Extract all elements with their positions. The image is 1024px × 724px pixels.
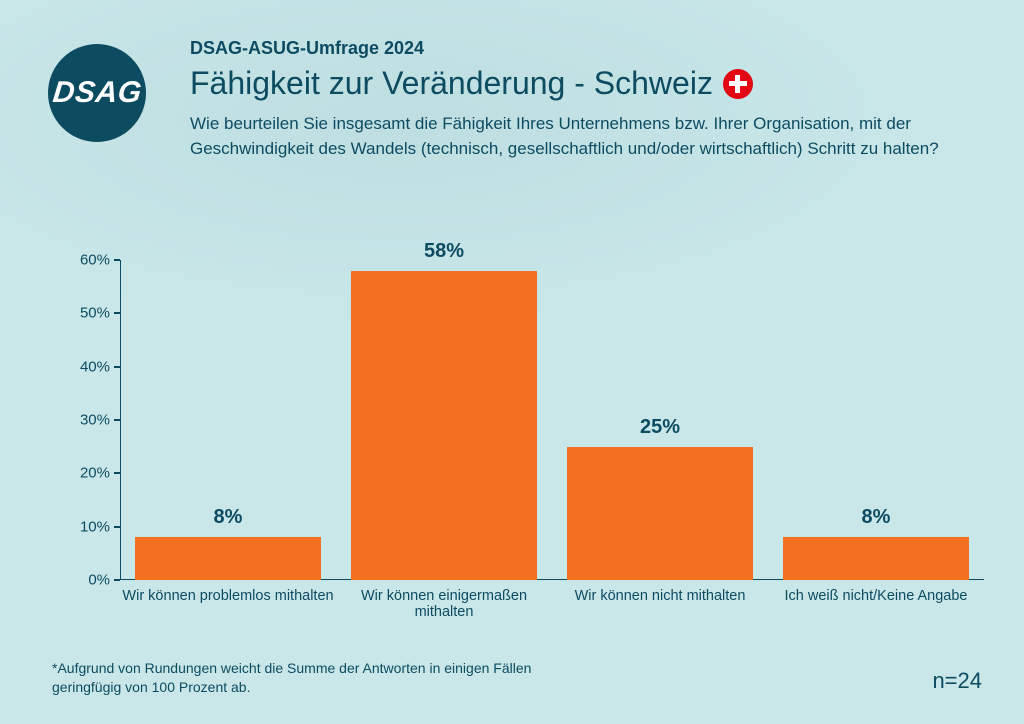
header: DSAG-ASUG-Umfrage 2024 Fähigkeit zur Ver… xyxy=(190,38,984,161)
chart-column: 25% xyxy=(552,260,768,580)
y-tick-label: 30% xyxy=(80,412,120,429)
swiss-flag-icon xyxy=(723,69,753,99)
dsag-logo-text: DSAG xyxy=(51,76,143,110)
y-tick-label: 20% xyxy=(80,465,120,482)
chart-plot-area: 8%58%25%8% 0%10%20%30%40%50%60% xyxy=(120,260,984,580)
bar-value-label: 58% xyxy=(424,240,464,263)
category-label: Wir können problemlos mithalten xyxy=(120,580,336,630)
bar-value-label: 8% xyxy=(214,506,243,529)
chart-bar xyxy=(351,271,537,580)
y-tick-label: 60% xyxy=(80,252,120,269)
category-label: Wir können nicht mithalten xyxy=(552,580,768,630)
chart-bar xyxy=(135,537,321,580)
chart-column: 8% xyxy=(120,260,336,580)
bar-value-label: 25% xyxy=(640,416,680,439)
subtitle: Wie beurteilen Sie insgesamt die Fähigke… xyxy=(190,112,980,161)
bar-chart: 8%58%25%8% 0%10%20%30%40%50%60% Wir könn… xyxy=(60,260,984,630)
y-tick-label: 0% xyxy=(88,572,120,589)
chart-bar xyxy=(783,537,969,580)
category-label: Wir können einigermaßen mithalten xyxy=(336,580,552,630)
category-labels: Wir können problemlos mithaltenWir könne… xyxy=(120,580,984,630)
page-title: Fähigkeit zur Veränderung - Schweiz xyxy=(190,65,713,102)
chart-column: 8% xyxy=(768,260,984,580)
dsag-logo: DSAG xyxy=(48,44,146,142)
chart-bar xyxy=(567,447,753,580)
bar-value-label: 8% xyxy=(862,506,891,529)
sample-size: n=24 xyxy=(932,668,982,694)
y-tick-label: 10% xyxy=(80,518,120,535)
chart-column: 58% xyxy=(336,260,552,580)
category-label: Ich weiß nicht/Keine Angabe xyxy=(768,580,984,630)
y-tick-label: 50% xyxy=(80,305,120,322)
surtitle: DSAG-ASUG-Umfrage 2024 xyxy=(190,38,984,59)
chart-columns: 8% 58% 25% 8% xyxy=(120,260,984,580)
title-row: Fähigkeit zur Veränderung - Schweiz xyxy=(190,65,984,102)
footnote: *Aufgrund von Rundungen weicht die Summe… xyxy=(52,659,532,698)
y-tick-label: 40% xyxy=(80,358,120,375)
